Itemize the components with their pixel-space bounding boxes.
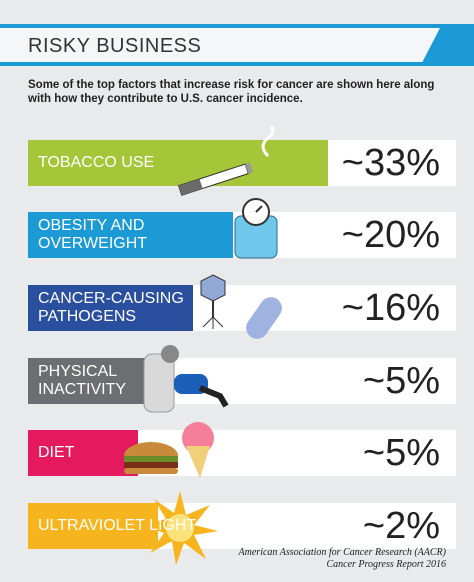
label-box: [28, 430, 138, 476]
icon-cigarette: [177, 126, 275, 196]
factor-row: DIET ~5%: [28, 422, 456, 478]
factor-row: OBESITY AND OVERWEIGHT ~20%: [28, 198, 456, 259]
factor-row: PHYSICAL INACTIVITY ~5%: [28, 345, 456, 413]
factor-label: OBESITY AND OVERWEIGHT: [38, 217, 148, 252]
label-box: [28, 503, 158, 549]
icon-food: [124, 422, 214, 478]
title: RISKY BUSINESS: [28, 35, 202, 57]
label-box: [28, 212, 233, 258]
icon-pathogens: [200, 274, 282, 339]
factor-label: PHYSICAL INACTIVITY: [38, 363, 127, 398]
factor-value: ~20%: [341, 213, 440, 256]
source-line: American Association for Cancer Research…: [238, 547, 446, 558]
factor-label: ULTRAVIOLET LIGHT: [38, 517, 197, 534]
icon-scale: [234, 198, 278, 259]
label-box: [28, 285, 193, 331]
icon-sun: [142, 491, 218, 565]
factor-row: TOBACCO USE ~33%: [28, 126, 456, 196]
factor-value: ~5%: [362, 359, 440, 402]
factor-value: ~33%: [341, 141, 440, 184]
banner-inner: [0, 28, 440, 62]
factor-value: ~5%: [362, 431, 440, 474]
factor-label: TOBACCO USE: [38, 154, 155, 171]
intro: Some of the top factors that increase ri…: [28, 79, 435, 105]
label-box: [28, 140, 328, 186]
factor-label: DIET: [38, 444, 75, 461]
factor-value: ~16%: [341, 286, 440, 329]
icon-couch: [143, 345, 229, 413]
factor-row: ULTRAVIOLET LIGHT ~2%: [28, 491, 456, 565]
factor-value: ~2%: [362, 504, 440, 547]
source-line: Cancer Progress Report 2016: [326, 559, 446, 570]
source: American Association for Cancer Research…: [239, 547, 446, 571]
factor-row: CANCER-CAUSING PATHOGENS ~16%: [28, 274, 456, 339]
factor-label: CANCER-CAUSING PATHOGENS: [38, 290, 184, 325]
